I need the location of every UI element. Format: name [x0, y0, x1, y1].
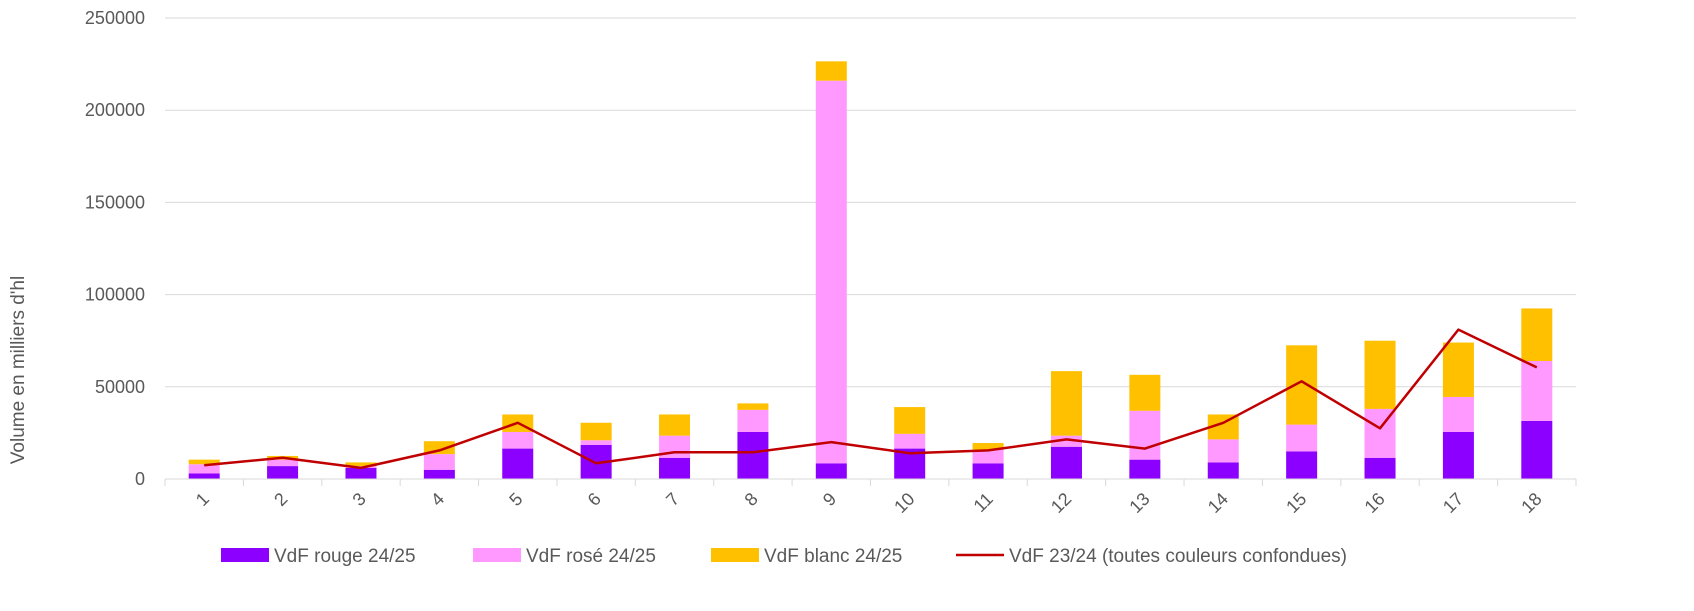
x-tick-label: 12 — [1047, 489, 1075, 517]
bar-segment — [423, 454, 455, 470]
bar-segment — [1442, 431, 1474, 479]
bar-segment — [894, 407, 926, 434]
bar-segment — [1129, 410, 1161, 460]
bar-segment — [188, 459, 220, 465]
legend-label: VdF blanc 24/25 — [764, 546, 902, 567]
bar-segment — [1129, 459, 1161, 479]
x-tick-label: 8 — [741, 489, 762, 510]
x-tick-label: 2 — [270, 489, 291, 510]
x-tick-label: 11 — [970, 489, 997, 516]
x-tick-label: 5 — [505, 489, 526, 510]
bar-segment — [737, 431, 769, 479]
bar-segment — [188, 473, 220, 479]
bar-segment — [815, 463, 847, 479]
bar-segment — [1521, 420, 1553, 479]
y-tick-label: 150000 — [85, 192, 145, 212]
bar-segment — [815, 61, 847, 81]
x-tick-label: 6 — [584, 489, 605, 510]
bar-segment — [1207, 462, 1239, 479]
bar-segment — [1364, 340, 1396, 409]
legend: VdF rouge 24/25 VdF rosé 24/25 VdF blanc 2… — [221, 546, 1347, 567]
bar-segment — [1050, 435, 1082, 447]
x-tick-label: 9 — [819, 489, 840, 510]
bar-segment — [659, 414, 691, 436]
y-tick-label: 200000 — [85, 100, 145, 120]
bar-segment — [502, 448, 534, 479]
bar-segment — [1286, 345, 1318, 425]
bars — [188, 61, 1553, 479]
bar-segment — [502, 431, 534, 449]
y-tick-label: 100000 — [85, 285, 145, 305]
bar-segment — [188, 464, 220, 474]
y-tick-label: 50000 — [95, 377, 145, 397]
bar-segment — [1050, 371, 1082, 436]
bar-segment — [815, 80, 847, 464]
x-tick-label: 14 — [1204, 489, 1232, 517]
bar-segment — [894, 433, 926, 449]
bar-segment — [1442, 396, 1474, 432]
y-tick-label: 0 — [135, 469, 145, 489]
bar-segment — [972, 449, 1004, 464]
y-tick-label: 250000 — [85, 8, 145, 28]
bar-segment — [1521, 360, 1553, 421]
bar-segment — [267, 459, 299, 467]
x-tick-label: 18 — [1517, 489, 1545, 517]
bar-segment — [1129, 374, 1161, 411]
x-tick-label: 13 — [1125, 489, 1153, 517]
y-axis-title: Volume en milliers d'hl — [8, 276, 29, 464]
legend-swatch — [711, 548, 759, 562]
bar-segment — [1286, 451, 1318, 479]
bar-segment — [345, 467, 377, 479]
bar-segment — [1050, 446, 1082, 479]
legend-swatch — [473, 548, 521, 562]
x-tick-label: 16 — [1361, 489, 1389, 517]
legend-swatch — [221, 548, 269, 562]
bar-segment — [1521, 308, 1553, 361]
y-axis-ticks: 0 50000 100000 150000 200000 250000 — [85, 8, 145, 489]
bar-segment — [659, 457, 691, 479]
x-axis-ticks: 1 2 3 4 5 6 7 8 9 10 11 12 13 14 15 16 17 18 — [164, 479, 1577, 517]
bar-segment — [972, 463, 1004, 479]
line-series-path — [204, 328, 1538, 470]
bar-segment — [737, 403, 769, 410]
bar-segment — [1207, 439, 1239, 463]
legend-label: VdF rouge 24/25 — [274, 546, 416, 567]
x-tick-label: 1 — [192, 489, 213, 510]
line-series — [204, 328, 1538, 470]
bar-segment — [737, 409, 769, 432]
bar-segment — [1442, 342, 1474, 397]
bar-segment — [423, 469, 455, 479]
bar-segment — [972, 443, 1004, 450]
x-tick-label: 15 — [1282, 489, 1310, 517]
x-tick-label: 17 — [1439, 489, 1467, 517]
bar-segment — [1286, 424, 1318, 452]
legend-label: VdF rosé 24/25 — [526, 546, 656, 567]
x-tick-label: 10 — [890, 489, 918, 517]
bar-segment — [267, 466, 299, 479]
gridlines — [165, 17, 1576, 388]
bar-segment — [580, 422, 612, 441]
bar-segment — [580, 440, 612, 445]
bar-segment — [345, 462, 377, 467]
legend-label: VdF 23/24 (toutes couleurs confondues) — [1009, 546, 1347, 567]
x-tick-label: 4 — [427, 489, 448, 510]
x-tick-label: 3 — [349, 489, 370, 510]
bar-segment — [1364, 457, 1396, 479]
x-tick-label: 7 — [662, 489, 683, 510]
